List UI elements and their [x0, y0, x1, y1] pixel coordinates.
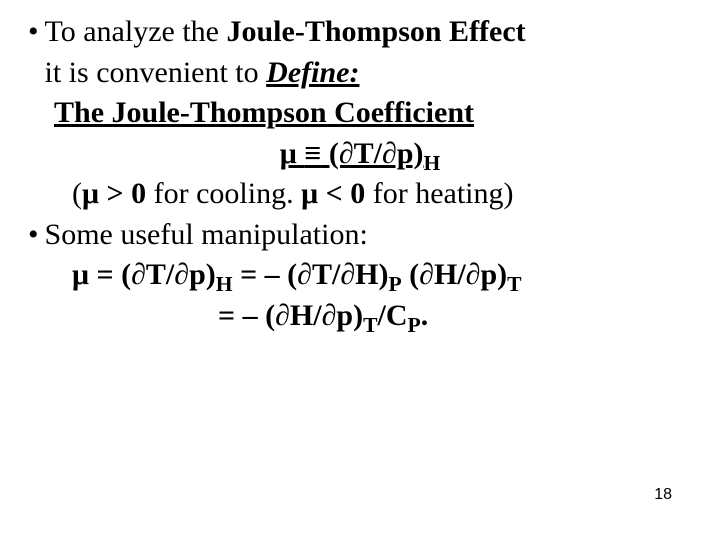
- eq1-bsub: P: [388, 272, 401, 296]
- equation-line-2: = – (∂H/∂p)T/CP.: [28, 296, 692, 337]
- mf-post: (∂T/∂p): [321, 137, 423, 170]
- b1-a: To analyze the: [45, 15, 227, 48]
- cl-mid2: for heating): [365, 177, 513, 210]
- eq2-asub: T: [363, 313, 377, 337]
- eq1-b: = – (∂T/∂H): [233, 258, 389, 291]
- eq2-bsub: P: [407, 313, 420, 337]
- bullet-1-text: To analyze the Joule-Thompson Effect it …: [45, 12, 526, 93]
- eq2-a: = – (∂H/∂p): [218, 299, 363, 332]
- b1-d: Define:: [266, 56, 359, 89]
- page-number: 18: [654, 486, 672, 504]
- eq2-c: .: [421, 299, 429, 332]
- bullet-2: • Some useful manipulation:: [28, 215, 692, 256]
- b1-c: it is convenient to: [45, 56, 267, 89]
- eq1-asub: H: [216, 272, 233, 296]
- b1-b: Joule-Thompson Effect: [227, 15, 526, 48]
- cooling-heating-line: (μ > 0 for cooling. μ < 0 for heating): [28, 174, 692, 215]
- mf-pre: μ: [280, 137, 305, 170]
- mf-sub: H: [424, 151, 441, 175]
- eq1-a: μ = (∂T/∂p): [72, 258, 216, 291]
- bullet-marker: •: [28, 12, 39, 93]
- cl-mu2: μ: [301, 177, 318, 210]
- cl-mu1: μ: [82, 177, 99, 210]
- equation-line-1: μ = (∂T/∂p)H = – (∂T/∂H)P (∂H/∂p)T: [28, 255, 692, 296]
- bullet-1: • To analyze the Joule-Thompson Effect i…: [28, 12, 692, 93]
- main-formula: μ ≡ (∂T/∂p)H: [140, 134, 580, 175]
- slide-content: • To analyze the Joule-Thompson Effect i…: [0, 0, 720, 336]
- mf-equiv: ≡: [304, 137, 321, 170]
- coefficient-title-row: The Joule-Thompson Coefficient: [28, 93, 692, 134]
- eq1-csub: T: [507, 272, 521, 296]
- bullet-marker-2: •: [28, 215, 39, 256]
- cl-cond1: > 0: [99, 177, 146, 210]
- bullet-2-text: Some useful manipulation:: [45, 215, 368, 256]
- cl-mid1: for cooling.: [146, 177, 301, 210]
- coefficient-title: The Joule-Thompson Coefficient: [54, 96, 474, 129]
- eq1-c: (∂H/∂p): [402, 258, 507, 291]
- eq2-b: /C: [377, 299, 407, 332]
- cl-open: (: [72, 177, 82, 210]
- cl-cond2: < 0: [318, 177, 365, 210]
